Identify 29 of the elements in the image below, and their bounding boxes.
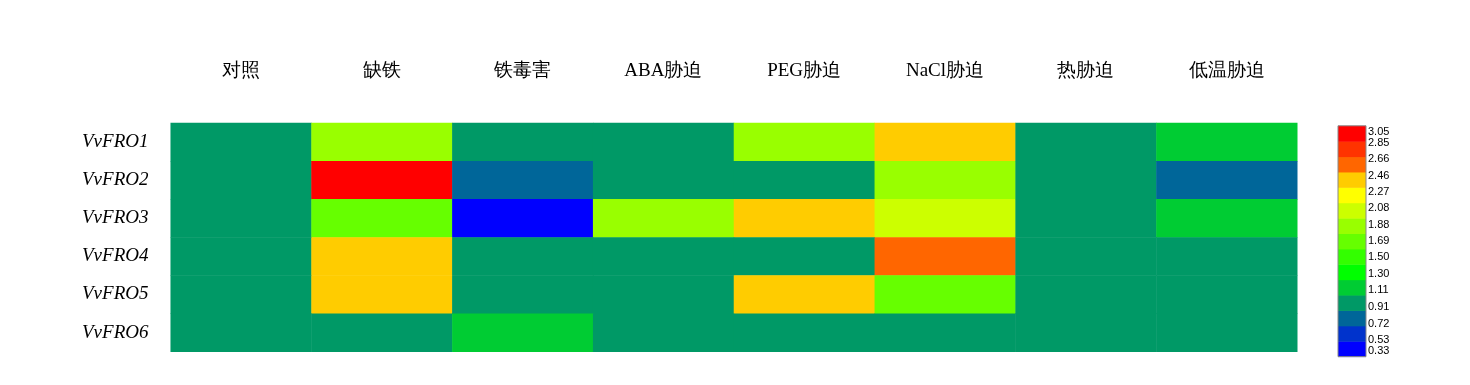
color-bar-label: 1.69	[1368, 234, 1390, 247]
x-tick-label: 低温胁迫	[1188, 59, 1265, 81]
color-bar-label: 0.91	[1368, 300, 1390, 313]
y-tick-label: VvFRO3	[81, 206, 149, 228]
x-tick-label: NaCl胁迫	[905, 59, 985, 81]
color-bar-label: 2.27	[1368, 185, 1390, 198]
x-tick-label: 热胁迫	[1057, 59, 1115, 81]
color-bar-label: 2.08	[1368, 201, 1390, 214]
y-tick-label: VvFRO4	[81, 244, 149, 266]
y-tick-label: VvFRO1	[81, 129, 149, 151]
x-tick-label: ABA胁迫	[624, 59, 703, 81]
color-bar-label: 1.50	[1368, 250, 1390, 263]
color-bar-label: 2.46	[1368, 168, 1390, 181]
color-bar-label: 2.66	[1368, 151, 1390, 164]
color-bar-label: 0.53	[1368, 332, 1390, 345]
color-bar-label: 1.11	[1368, 283, 1389, 296]
color-bar-label: 1.30	[1368, 267, 1390, 280]
y-tick-label: VvFRO6	[81, 320, 149, 342]
color-bar-label: 3.05	[1368, 124, 1390, 137]
x-tick-label: 铁毒害	[493, 59, 552, 81]
y-tick-label: VvFRO5	[81, 282, 149, 304]
x-tick-label: PEG胁迫	[767, 59, 842, 81]
color-bar-label: 1.88	[1368, 218, 1390, 231]
y-tick-label: VvFRO2	[81, 168, 149, 189]
color-bar-label: 0.72	[1368, 316, 1390, 329]
color-bar-label: 2.85	[1368, 135, 1390, 148]
color-bar-label: 0.33	[1368, 343, 1390, 356]
x-tick-label: 对照	[221, 59, 260, 81]
x-tick-label: 缺铁	[362, 59, 401, 81]
